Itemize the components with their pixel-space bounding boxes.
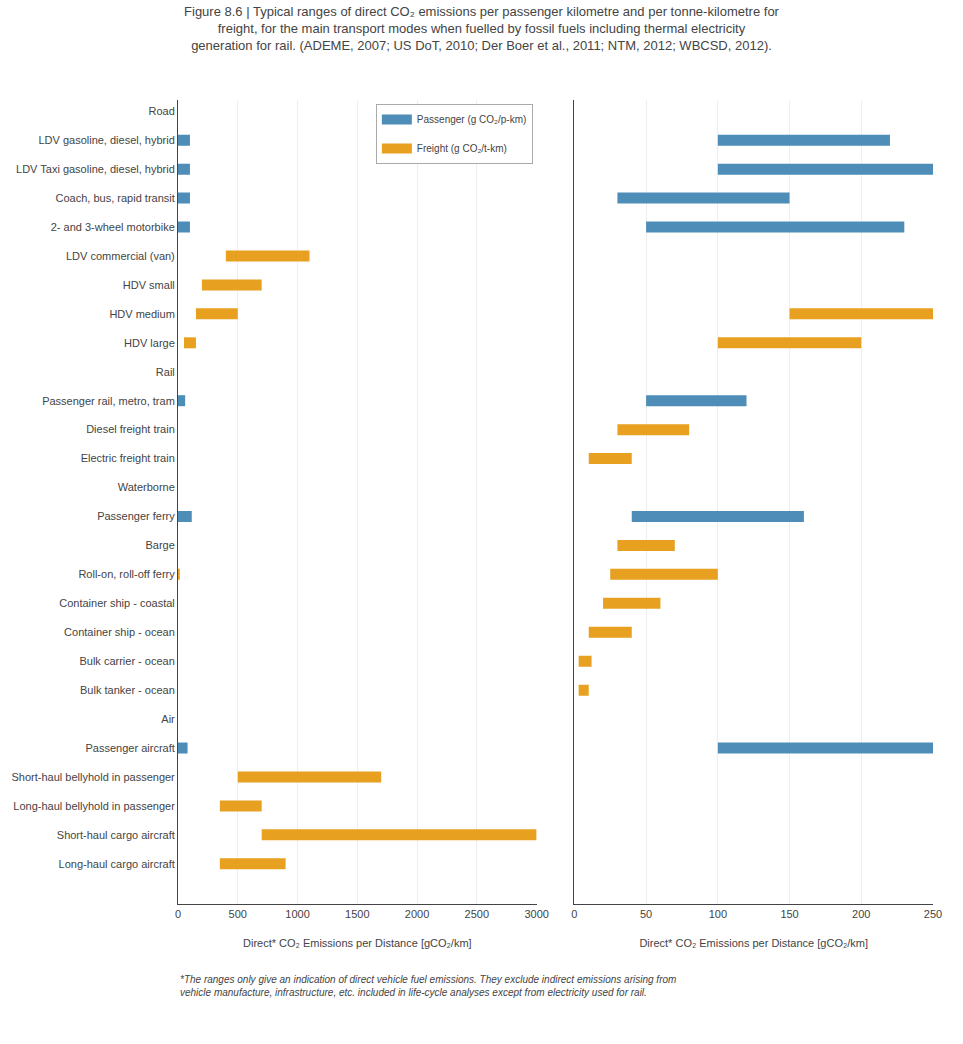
svg-text:50: 50 — [640, 908, 652, 920]
svg-text:Long-haul bellyhold in passeng: Long-haul bellyhold in passenger — [13, 800, 175, 812]
svg-text:250: 250 — [924, 908, 942, 920]
svg-text:Barge: Barge — [145, 539, 174, 551]
svg-text:100: 100 — [709, 908, 727, 920]
svg-text:Electric freight train: Electric freight train — [81, 452, 175, 464]
svg-text:Container ship - coastal: Container ship - coastal — [59, 597, 175, 609]
svg-text:Short-haul bellyhold in passen: Short-haul bellyhold in passenger — [12, 771, 176, 783]
svg-text:Short-haul cargo aircraft: Short-haul cargo aircraft — [57, 829, 175, 841]
svg-text:1500: 1500 — [345, 908, 369, 920]
svg-text:*The ranges only give an indic: *The ranges only give an indication of d… — [180, 974, 676, 998]
svg-text:Diesel freight train: Diesel freight train — [86, 423, 175, 435]
svg-text:150: 150 — [780, 908, 798, 920]
svg-text:Air: Air — [161, 713, 175, 725]
svg-text:500: 500 — [229, 908, 247, 920]
svg-text:Container ship - ocean: Container ship - ocean — [64, 626, 175, 638]
svg-text:Long-haul cargo aircraft: Long-haul cargo aircraft — [59, 858, 175, 870]
svg-text:2- and 3-wheel motorbike: 2- and 3-wheel motorbike — [51, 221, 175, 233]
svg-text:LDV Taxi gasoline, diesel, hyb: LDV Taxi gasoline, diesel, hybrid — [16, 163, 175, 175]
svg-text:LDV commercial (van): LDV commercial (van) — [66, 250, 175, 262]
svg-text:3000: 3000 — [524, 908, 548, 920]
svg-text:200: 200 — [852, 908, 870, 920]
svg-text:Figure 8.6 | Typical ranges of: Figure 8.6 | Typical ranges of direct CO… — [184, 4, 780, 53]
svg-text:Coach, bus, rapid transit: Coach, bus, rapid transit — [56, 192, 175, 204]
svg-text:2500: 2500 — [465, 908, 489, 920]
svg-text:Freight (g CO₂/t-km): Freight (g CO₂/t-km) — [417, 143, 507, 154]
svg-text:Passenger aircraft: Passenger aircraft — [86, 742, 175, 754]
svg-text:Bulk carrier - ocean: Bulk carrier - ocean — [79, 655, 174, 667]
svg-text:Direct* CO₂ Emissions per Dist: Direct* CO₂ Emissions per Distance [gCO₂… — [639, 937, 868, 949]
svg-text:Passenger (g CO₂/p-km): Passenger (g CO₂/p-km) — [417, 114, 526, 125]
svg-text:Waterborne: Waterborne — [118, 481, 175, 493]
svg-text:1000: 1000 — [285, 908, 309, 920]
svg-text:0: 0 — [571, 908, 577, 920]
svg-text:2000: 2000 — [405, 908, 429, 920]
svg-text:HDV medium: HDV medium — [109, 308, 174, 320]
svg-text:LDV gasoline, diesel, hybrid: LDV gasoline, diesel, hybrid — [38, 134, 174, 146]
svg-text:Road: Road — [149, 105, 175, 117]
svg-text:Roll-on, roll-off ferry: Roll-on, roll-off ferry — [78, 568, 175, 580]
svg-text:HDV small: HDV small — [123, 279, 175, 291]
svg-text:HDV large: HDV large — [124, 337, 175, 349]
svg-text:Rail: Rail — [156, 366, 175, 378]
svg-text:Passenger rail, metro, tram: Passenger rail, metro, tram — [42, 395, 175, 407]
svg-text:Passenger ferry: Passenger ferry — [97, 510, 175, 522]
svg-text:Direct* CO₂ Emissions per Dist: Direct* CO₂ Emissions per Distance [gCO₂… — [243, 937, 472, 949]
svg-text:0: 0 — [175, 908, 181, 920]
svg-text:Bulk tanker - ocean: Bulk tanker - ocean — [80, 684, 175, 696]
